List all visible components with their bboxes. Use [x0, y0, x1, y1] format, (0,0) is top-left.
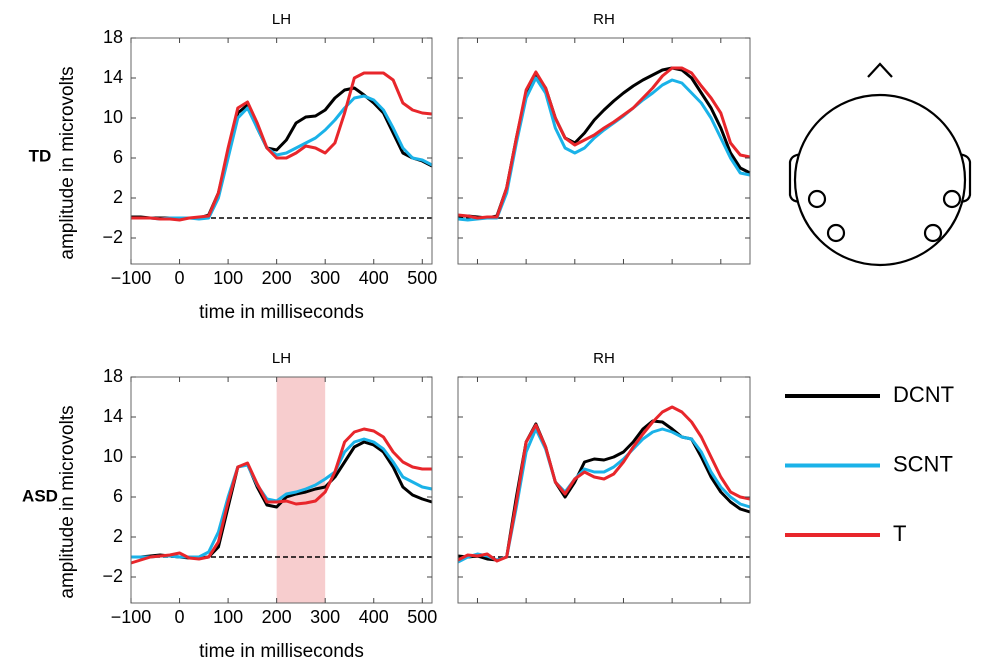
panel-title: LH: [272, 11, 291, 28]
x-tick-label: 100: [213, 607, 243, 627]
panel: RH: [457, 350, 751, 604]
x-tick-label: 400: [359, 268, 389, 288]
x-tick-label: 500: [407, 268, 437, 288]
legend-label: SCNT: [893, 451, 953, 476]
head-diagram: [788, 62, 972, 267]
panel-title: RH: [593, 11, 615, 28]
y-tick-label: 18: [103, 366, 123, 386]
panel-title: RH: [593, 350, 615, 367]
nose: [867, 62, 893, 78]
y-tick-label: 6: [113, 147, 123, 167]
series-line: [131, 71, 433, 222]
row-label: ASD: [22, 486, 58, 505]
panel-title: LH: [272, 350, 291, 367]
series-line: [457, 419, 751, 562]
x-tick-label: 400: [359, 607, 389, 627]
panel: LH −100 0 100 200 300 400 500 −2 2 6 10 14 18 time in …: [57, 11, 437, 323]
legend-label: T: [893, 521, 906, 546]
x-tick-label: 300: [310, 607, 340, 627]
x-tick-label: −100: [111, 607, 152, 627]
series-line: [457, 76, 751, 222]
y-tick-label: −2: [102, 566, 123, 586]
series-line: [457, 66, 751, 220]
electrode: [942, 189, 962, 209]
plot-frame: [457, 376, 751, 604]
y-tick-label: 10: [103, 107, 123, 127]
y-tick-label: −2: [102, 227, 123, 247]
panel: LH −100 0 100 200 300 400 500 −2 2 6 10 14 18 time in …: [57, 350, 437, 662]
x-tick-label: 100: [213, 268, 243, 288]
x-axis-label: time in milliseconds: [199, 302, 364, 323]
x-tick-label: 200: [262, 607, 292, 627]
y-tick-label: 10: [103, 446, 123, 466]
row-label: TD: [29, 146, 52, 165]
x-tick-label: 500: [407, 607, 437, 627]
x-tick-label: −100: [111, 268, 152, 288]
y-tick-label: 14: [103, 67, 123, 87]
x-tick-label: 300: [310, 268, 340, 288]
plot-frame: [130, 37, 433, 265]
series-line: [130, 427, 432, 565]
series-line: [131, 94, 433, 221]
y-axis-label: amplitude in microvolts: [57, 405, 78, 598]
x-tick-label: 0: [175, 268, 185, 288]
y-tick-label: 14: [103, 406, 123, 426]
y-tick-label: 6: [113, 486, 123, 506]
head: [793, 93, 967, 267]
series-line: [131, 437, 433, 559]
plot-frame: [130, 376, 433, 604]
y-axis-label: amplitude in microvolts: [57, 66, 78, 259]
series-line: [457, 405, 751, 563]
y-tick-label: 2: [113, 187, 123, 207]
y-tick-label: 2: [113, 526, 123, 546]
panel: RH: [457, 11, 751, 265]
x-axis-label: time in milliseconds: [199, 641, 364, 662]
x-tick-label: 200: [262, 268, 292, 288]
plot-frame: [457, 37, 751, 265]
y-tick-label: 18: [103, 27, 123, 47]
x-tick-label: 0: [175, 607, 185, 627]
electrode: [923, 223, 943, 243]
legend: DCNT SCNT T: [785, 382, 954, 546]
legend-label: DCNT: [893, 382, 954, 407]
electrode: [826, 223, 846, 243]
electrode: [807, 189, 827, 209]
